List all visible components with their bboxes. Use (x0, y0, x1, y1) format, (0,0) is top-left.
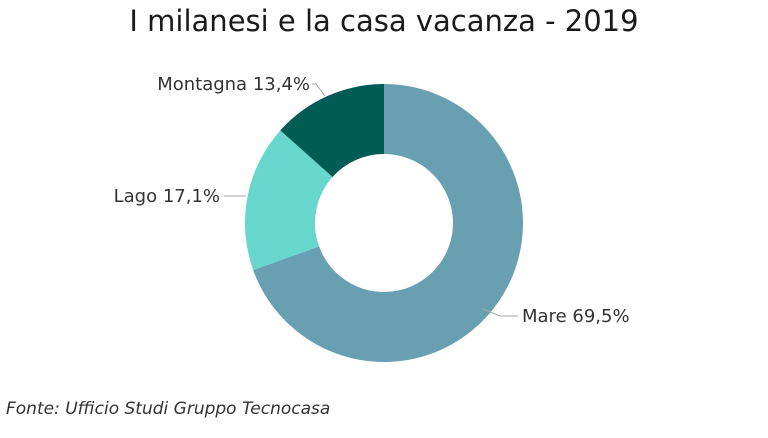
slice-mare (253, 84, 523, 362)
chart-title: I milanesi e la casa vacanza - 2019 (129, 4, 639, 38)
source-note: Fonte: Ufficio Studi Gruppo Tecnocasa (6, 399, 331, 419)
slice-label-lago: Lago 17,1% (114, 186, 220, 207)
slice-montagna (280, 84, 384, 178)
slice-label-mare: Mare 69,5% (522, 306, 630, 327)
leader-lines (224, 83, 518, 317)
leader-line-montagna (312, 83, 326, 97)
slice-lago (245, 130, 333, 271)
slice-labels: Mare 69,5% Lago 17,1% Montagna 13,4% (114, 74, 630, 327)
donut-slices (245, 84, 523, 362)
slice-label-montagna: Montagna 13,4% (157, 74, 310, 95)
leader-line-mare (482, 308, 518, 317)
